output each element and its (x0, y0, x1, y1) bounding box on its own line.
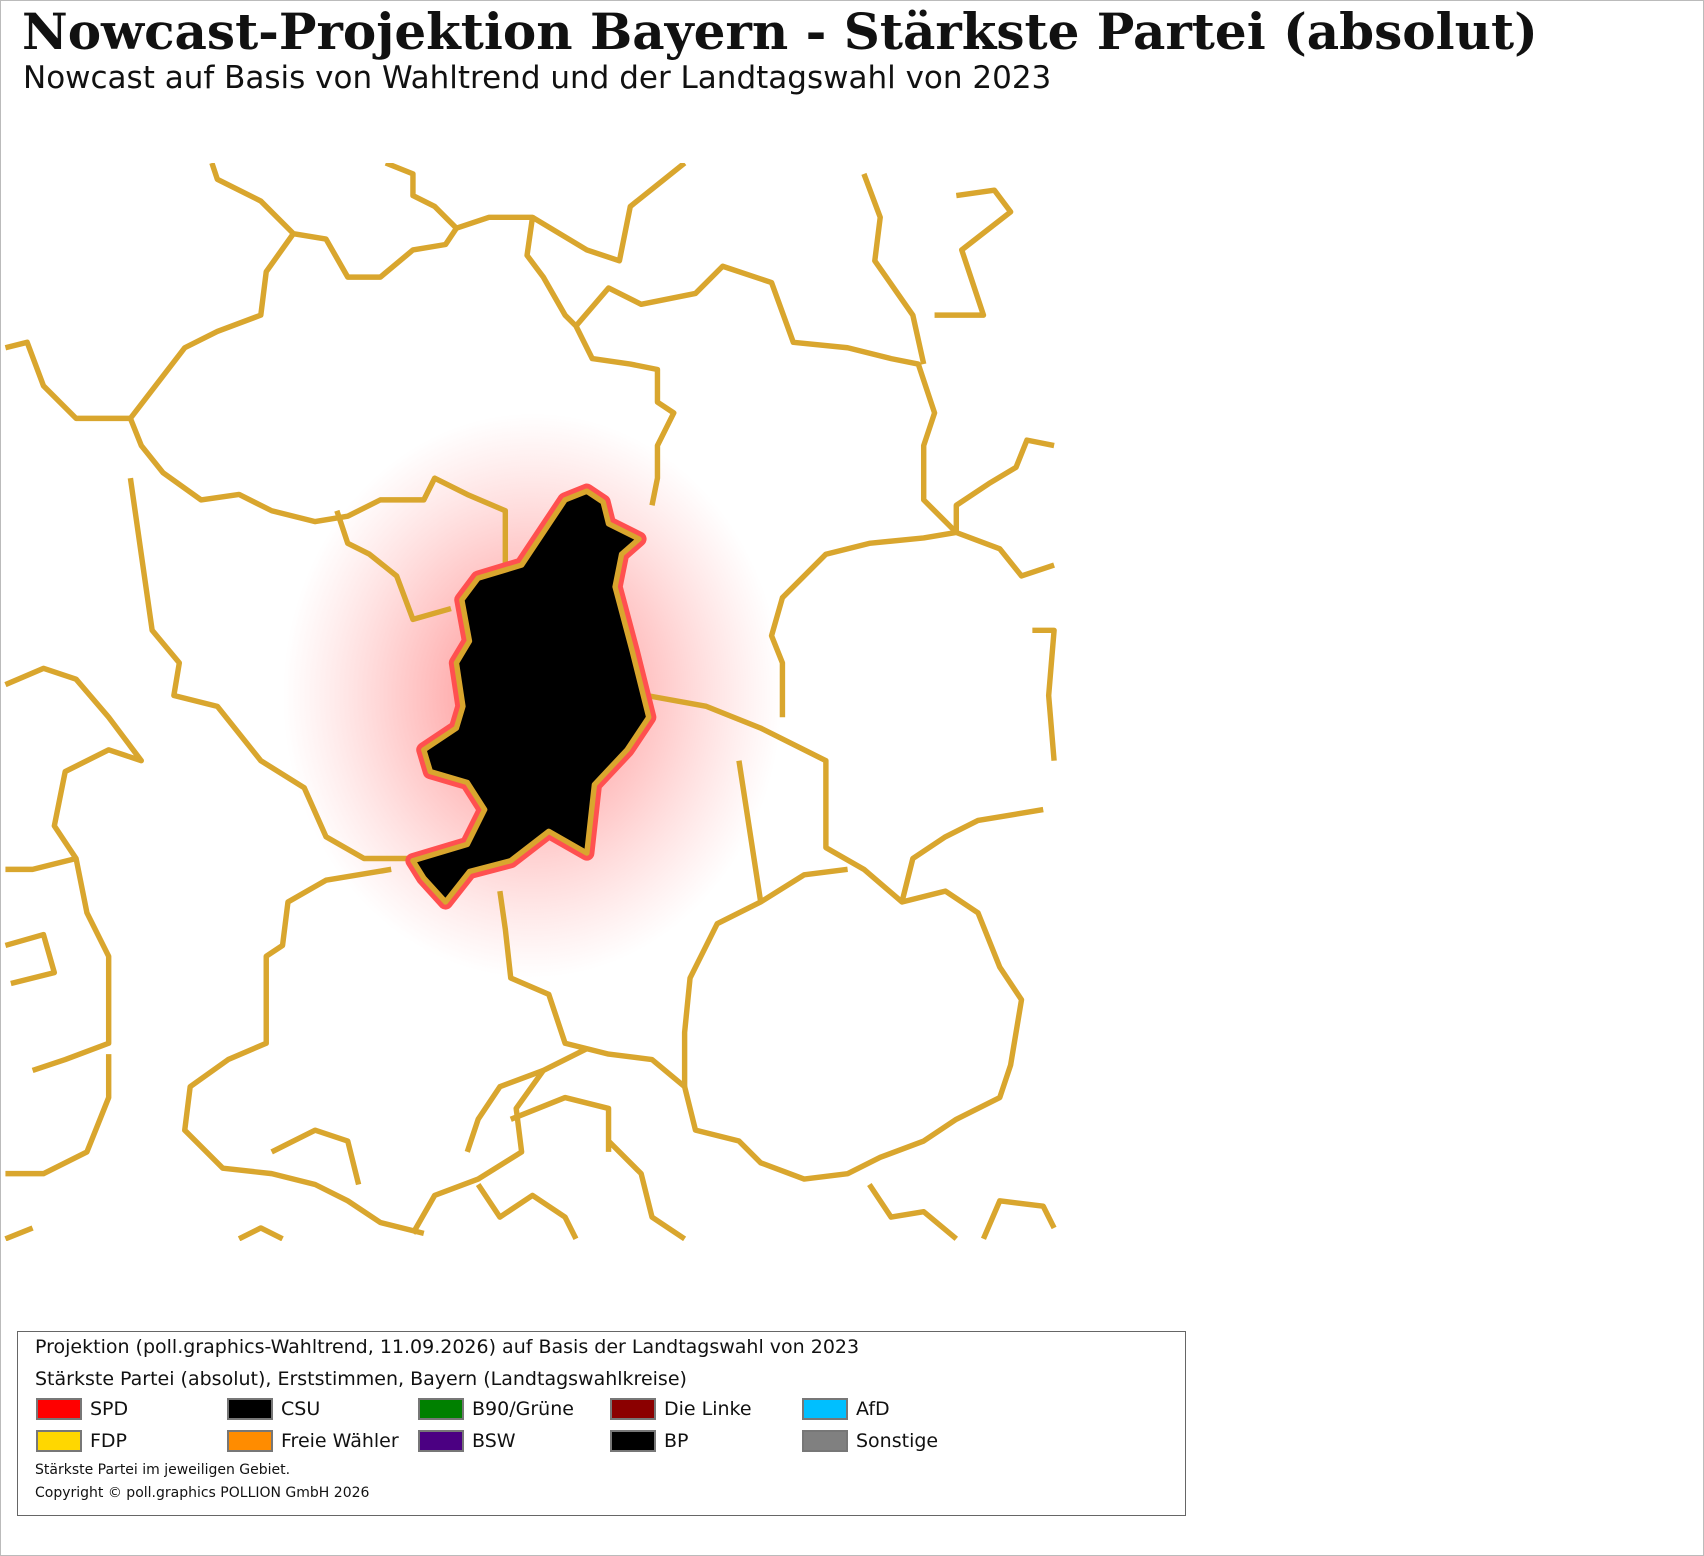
legend-item: BP (610, 1428, 689, 1454)
legend-swatch (36, 1398, 82, 1420)
legend-label: Sonstige (856, 1430, 939, 1452)
legend-label: BP (664, 1430, 689, 1452)
legend-label: Die Linke (664, 1398, 752, 1420)
subtitle: Nowcast auf Basis von Wahltrend und der … (23, 60, 1052, 96)
legend-item: Die Linke (610, 1396, 752, 1422)
legend-swatch (418, 1398, 464, 1420)
legend-line: Stärkste Partei (absolut), Erststimmen, … (35, 1368, 687, 1390)
legend-line: Projektion (poll.graphics-Wahltrend, 11.… (35, 1336, 860, 1358)
legend-swatch (610, 1398, 656, 1420)
legend-item: B90/Grüne (418, 1396, 574, 1422)
legend-item: CSU (227, 1396, 320, 1422)
legend-item: Sonstige (802, 1428, 938, 1454)
legend-label: Freie Wähler (281, 1430, 399, 1452)
legend-label: SPD (90, 1398, 129, 1420)
legend-swatch (610, 1430, 656, 1452)
legend-label: AfD (856, 1398, 890, 1420)
legend-swatch (802, 1430, 848, 1452)
map-layer (4, 163, 1057, 1242)
legend-swatch (802, 1398, 848, 1420)
title: Nowcast-Projektion Bayern - Stärkste Par… (22, 2, 1538, 61)
legend-note: Copyright © poll.graphics POLLION GmbH 2… (35, 1485, 370, 1501)
legend-swatch (418, 1430, 464, 1452)
legend-label: FDP (90, 1430, 128, 1452)
legend-item: Freie Wähler (227, 1428, 399, 1454)
legend-item: BSW (418, 1428, 516, 1454)
legend-label: CSU (281, 1398, 321, 1420)
legend-note: Stärkste Partei im jeweiligen Gebiet. (35, 1462, 291, 1478)
legend-item: FDP (36, 1428, 127, 1454)
legend: Projektion (poll.graphics-Wahltrend, 11.… (17, 1331, 1186, 1516)
legend-label: B90/Grüne (472, 1398, 574, 1420)
legend-item: AfD (802, 1396, 890, 1422)
legend-label: BSW (472, 1430, 516, 1452)
map (4, 163, 1057, 1242)
legend-swatch (227, 1430, 273, 1452)
legend-swatch (227, 1398, 273, 1420)
legend-item: SPD (36, 1396, 128, 1422)
legend-swatch (36, 1430, 82, 1452)
